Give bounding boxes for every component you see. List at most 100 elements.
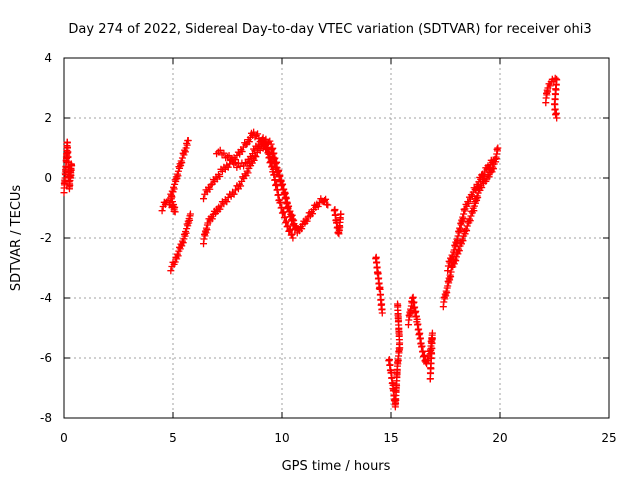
data-point: [285, 227, 293, 235]
data-point: [290, 220, 298, 228]
x-axis-label: GPS time / hours: [282, 459, 391, 474]
data-point: [276, 198, 284, 206]
data-point: [216, 146, 224, 154]
data-point: [174, 252, 182, 260]
data-point: [288, 230, 296, 238]
x-tick-label: 5: [169, 431, 177, 445]
data-point: [184, 137, 192, 144]
data-point: [225, 152, 233, 160]
data-point: [208, 215, 216, 223]
data-point: [178, 154, 186, 162]
data-point: [283, 223, 291, 231]
data-point: [224, 163, 232, 171]
data-point: [546, 82, 554, 90]
data-point: [447, 256, 455, 264]
data-point: [289, 220, 297, 228]
data-point: [450, 260, 458, 268]
data-point: [173, 255, 181, 263]
data-point: [394, 300, 402, 308]
data-point: [314, 203, 322, 210]
data-point: [463, 222, 471, 230]
x-tick-label: 10: [274, 431, 289, 445]
data-point: [230, 190, 238, 198]
data-point: [228, 155, 236, 163]
y-tick-label: -6: [40, 351, 52, 365]
data-point: [178, 242, 186, 250]
data-point: [282, 217, 290, 225]
data-point: [465, 200, 473, 207]
data-point: [467, 212, 475, 220]
data-point: [238, 148, 246, 156]
data-point: [266, 137, 274, 145]
data-point: [455, 247, 463, 255]
data-point: [553, 114, 561, 122]
data-point: [324, 201, 332, 209]
data-point: [224, 153, 231, 161]
data-point: [176, 245, 184, 253]
chart-title: Day 274 of 2022, Sidereal Day-to-day VTE…: [68, 22, 591, 37]
data-point: [216, 172, 224, 180]
data-point: [288, 216, 296, 224]
data-point: [322, 195, 330, 203]
data-point: [284, 222, 292, 230]
data-point: [223, 198, 231, 206]
data-point: [179, 239, 187, 247]
data-point: [449, 263, 457, 271]
data-point: [178, 159, 186, 167]
data-point: [220, 149, 228, 157]
data-point: [494, 144, 502, 152]
data-point: [289, 234, 297, 242]
data-point: [309, 210, 317, 218]
y-tick-label: -8: [40, 411, 52, 425]
data-point: [231, 159, 239, 167]
data-point: [186, 210, 194, 218]
data-point: [227, 156, 235, 164]
data-point: [180, 151, 188, 159]
data-point: [181, 148, 189, 156]
x-tick-label: 0: [60, 431, 68, 445]
data-point: [478, 184, 486, 192]
data-point: [173, 250, 181, 258]
data-point: [237, 182, 245, 190]
data-point: [461, 230, 469, 238]
data-point: [474, 182, 482, 190]
data-point: [288, 215, 296, 223]
data-point: [254, 130, 262, 138]
data-point: [337, 210, 345, 218]
y-tick-label: -4: [40, 291, 52, 305]
data-point: [286, 227, 294, 234]
data-point: [67, 174, 75, 182]
data-point: [449, 253, 457, 261]
data-point: [444, 267, 452, 275]
data-point: [454, 250, 462, 258]
data-point: [256, 142, 264, 150]
data-point: [465, 215, 473, 223]
data-point: [200, 195, 208, 203]
data-point: [216, 205, 224, 213]
y-axis-label: SDTVAR / TECUs: [9, 185, 24, 292]
data-point: [207, 181, 215, 189]
ticks: 0 5 10 15 20 25 -8 -6 -4 -2 0 2 4: [40, 51, 617, 445]
x-tick-label: 15: [383, 431, 398, 445]
y-tick-label: 0: [44, 171, 52, 185]
data-point: [466, 217, 474, 225]
data-point: [489, 156, 497, 164]
data-point: [233, 163, 241, 171]
data-point: [168, 192, 176, 200]
data-point: [247, 154, 255, 162]
data-point: [468, 193, 476, 201]
data-point: [485, 165, 493, 173]
data-point: [245, 138, 253, 146]
data-point: [167, 267, 175, 275]
y-tick-label: 4: [44, 51, 52, 65]
data-point: [158, 207, 166, 215]
data-point: [426, 375, 434, 383]
data-point: [462, 225, 470, 233]
y-tick-label: -2: [40, 231, 52, 245]
data-point: [444, 262, 452, 270]
data-point: [456, 226, 464, 234]
data-point: [448, 251, 456, 259]
data-point: [452, 257, 460, 265]
data-point: [378, 309, 386, 317]
